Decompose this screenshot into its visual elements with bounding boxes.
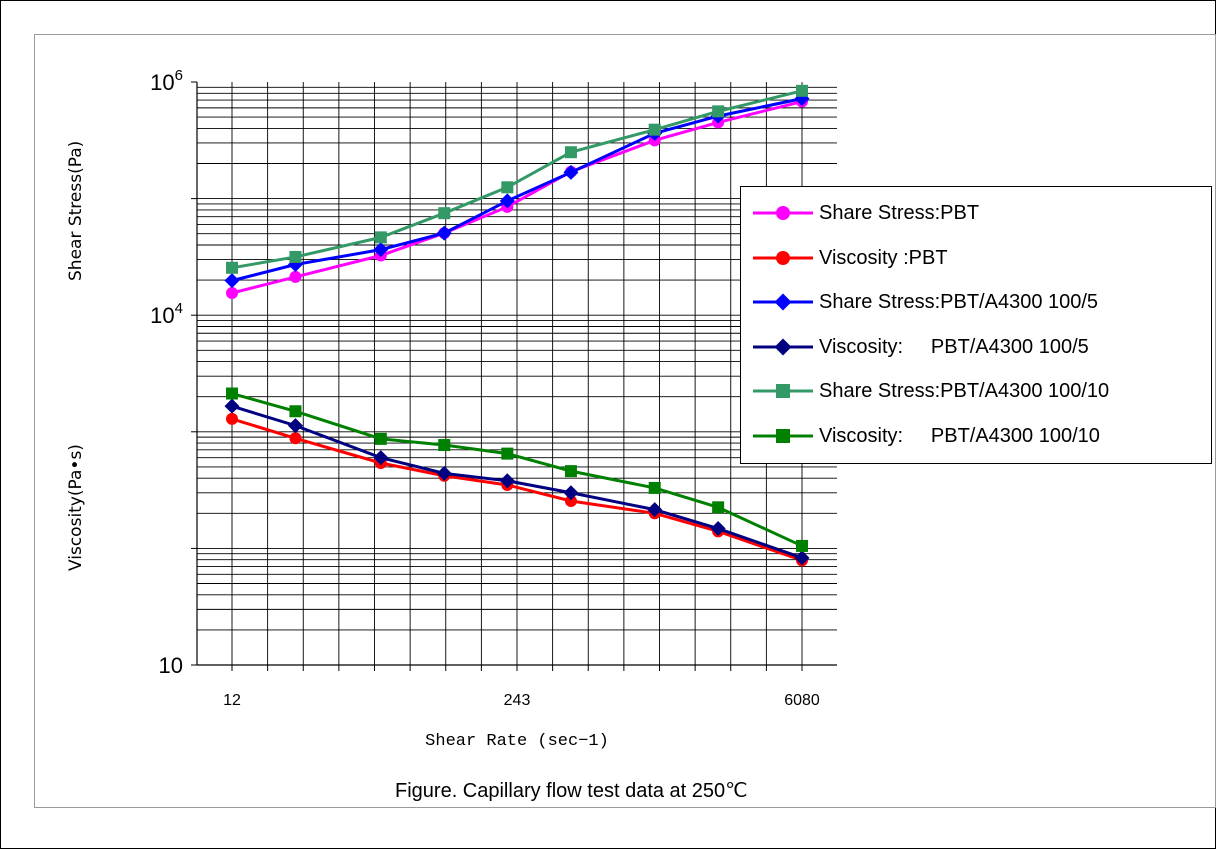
data-point — [564, 146, 577, 159]
legend-entry: Share Stress:PBT — [741, 199, 1211, 229]
data-point — [374, 231, 387, 244]
legend-label: Viscosity: PBT/A4300 100/5 — [819, 335, 1089, 358]
legend-entry: Viscosity: PBT/A4300 100/10 — [741, 422, 1211, 452]
data-point — [289, 270, 302, 283]
axes — [191, 81, 837, 671]
data-point — [712, 105, 725, 118]
series-4 — [224, 398, 810, 566]
legend-entry: Viscosity: PBT/A4300 100/5 — [741, 333, 1211, 363]
legend-swatch — [753, 293, 813, 311]
data-point — [436, 465, 452, 481]
legend-entry: Share Stress:PBT/A4300 100/5 — [741, 288, 1211, 318]
series-5 — [226, 84, 808, 274]
data-point — [563, 164, 579, 180]
data-point — [226, 412, 238, 425]
y-axis-title-viscosity: Viscosity(Pa•s) — [66, 444, 86, 571]
legend-swatch-marker — [776, 206, 790, 220]
x-axis-title: Shear Rate (sec−1) — [425, 732, 609, 751]
legend-swatch — [753, 428, 813, 443]
data-point — [499, 473, 515, 489]
legend-swatch — [753, 384, 813, 398]
data-point — [289, 432, 302, 445]
legend-label: Share Stress:PBT — [819, 202, 980, 224]
y-tick-label: 106 — [150, 67, 183, 95]
y-tick-label: 10 — [159, 653, 183, 678]
legend-label: Viscosity: PBT/A4300 100/10 — [819, 424, 1100, 447]
data-point — [563, 485, 579, 501]
data-point — [712, 501, 725, 514]
data-point — [564, 494, 577, 507]
x-tick-label: 12 — [223, 692, 241, 709]
data-point — [226, 261, 238, 274]
legend-label: Viscosity :PBT — [819, 246, 948, 269]
legend-swatch-marker — [776, 384, 790, 398]
data-point — [436, 225, 452, 241]
x-tick-label: 6080 — [784, 692, 820, 709]
chart-legend: Share Stress:PBT Viscosity :PBT Share Stre… — [740, 186, 1212, 464]
legend-swatch — [753, 206, 813, 220]
data-point — [564, 465, 577, 478]
legend-swatch-marker — [774, 338, 792, 355]
data-point — [438, 439, 451, 452]
data-point — [501, 181, 514, 194]
data-point — [796, 84, 808, 97]
legend-label: Share Stress:PBT/A4300 100/5 — [819, 291, 1099, 313]
series-layer — [224, 84, 810, 567]
axis-labels: 12 243 6080 106 104 10 Shear Rate (sec−1) — [150, 67, 820, 751]
data-point — [373, 242, 389, 258]
data-point — [224, 273, 240, 289]
data-point — [794, 550, 810, 566]
y-axis-title-shear-stress: Shear Stress(Pa) — [66, 140, 86, 281]
data-point — [373, 450, 389, 466]
legend-label: Share Stress:PBT/A4300 100/10 — [819, 380, 1110, 402]
x-tick-label: 243 — [504, 692, 531, 709]
data-point — [499, 193, 515, 209]
legend-entry: Share Stress:PBT/A4300 100/10 — [741, 377, 1211, 407]
data-point — [796, 539, 808, 552]
data-point — [501, 447, 514, 460]
data-point — [648, 481, 661, 494]
data-point — [289, 250, 302, 263]
legend-swatch — [753, 250, 813, 265]
data-point — [226, 287, 238, 300]
grid-lines — [197, 82, 837, 666]
data-point — [289, 405, 302, 418]
series-6 — [226, 387, 808, 552]
figure-caption: Figure. Capillary flow test data at 250℃ — [395, 780, 748, 802]
legend-swatch-marker — [774, 293, 792, 311]
data-point — [287, 418, 303, 434]
data-point — [374, 432, 387, 445]
legend-swatch — [753, 338, 813, 355]
legend-entry: Viscosity :PBT — [741, 244, 1211, 274]
y-tick-label: 104 — [150, 300, 183, 328]
legend-swatch-marker — [776, 250, 790, 265]
legend-swatch-marker — [776, 428, 790, 443]
data-point — [438, 207, 451, 220]
data-point — [647, 502, 663, 518]
data-point — [226, 387, 238, 400]
data-point — [710, 521, 726, 537]
data-point — [648, 123, 661, 136]
data-point — [224, 398, 240, 414]
